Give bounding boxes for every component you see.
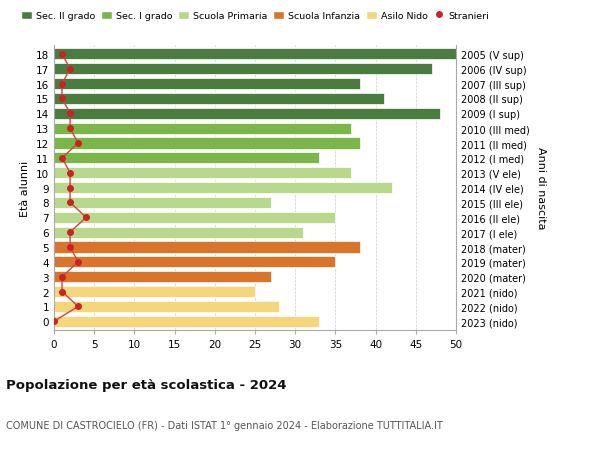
Y-axis label: Anni di nascita: Anni di nascita [536, 147, 546, 230]
Bar [54, 79, 359, 90]
Bar [54, 227, 303, 238]
Legend: Sec. II grado, Sec. I grado, Scuola Primaria, Scuola Infanzia, Asilo Nido, Stran: Sec. II grado, Sec. I grado, Scuola Prim… [17, 8, 493, 25]
Bar [54, 138, 359, 149]
Bar [54, 49, 464, 60]
Bar [54, 94, 383, 105]
Bar [54, 168, 352, 179]
Bar [54, 242, 359, 253]
Bar [54, 108, 440, 120]
Bar [54, 301, 279, 312]
Bar [54, 153, 319, 164]
Bar [54, 316, 319, 327]
Bar [54, 212, 335, 224]
Bar [54, 286, 255, 297]
Y-axis label: Età alunni: Età alunni [20, 160, 31, 216]
Bar [54, 183, 392, 194]
Bar [54, 197, 271, 208]
Bar [54, 123, 352, 134]
Text: COMUNE DI CASTROCIELO (FR) - Dati ISTAT 1° gennaio 2024 - Elaborazione TUTTITALI: COMUNE DI CASTROCIELO (FR) - Dati ISTAT … [6, 420, 443, 430]
Bar [54, 64, 432, 75]
Bar [54, 257, 335, 268]
Bar [54, 272, 271, 283]
Text: Popolazione per età scolastica - 2024: Popolazione per età scolastica - 2024 [6, 379, 287, 392]
